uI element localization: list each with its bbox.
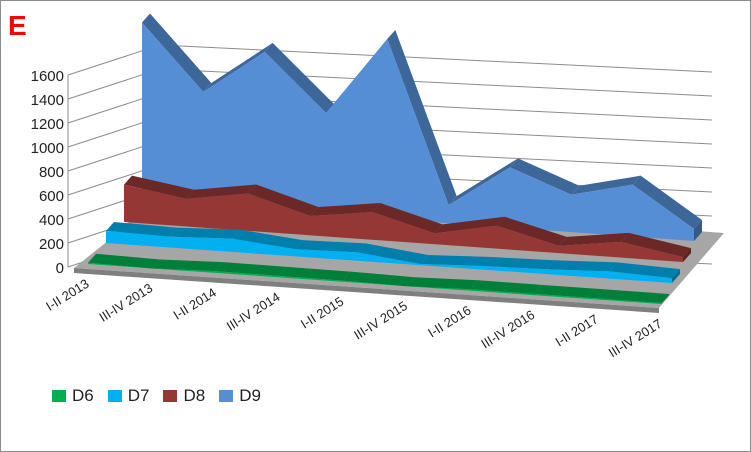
y-tick-label: 1400 [31,92,64,109]
series-d9-ridge [203,42,273,93]
series-d6-ridge [279,266,351,281]
series-d7-ridge [609,262,680,279]
x-tick-label: I-II 2016 [425,302,473,340]
series-d7-ridge [546,260,618,272]
series-d6-ridge [470,280,542,294]
series-d6-ridge [342,271,415,287]
legend-swatch [52,390,66,402]
legend-item-d7: D7 [107,386,150,406]
x-tick-label: III-IV 2016 [478,307,537,352]
series-d7-ridge [106,221,177,237]
legend-swatch [107,390,122,402]
y-tick-label: 600 [39,188,64,205]
y-tick-label: 800 [39,164,64,181]
series-d8-area [124,184,683,262]
panel-label: E [8,10,27,41]
series-d8-ridge [434,216,505,234]
series-d9-ridge [264,42,334,114]
legend-swatch [219,390,234,402]
series-d8-ridge [124,175,195,199]
gridline-back [159,44,713,73]
y-tick-label: 1200 [31,116,64,133]
y-tick-label: 400 [39,212,64,229]
legend-item-d6: D6 [52,386,94,406]
y-tick-label: 200 [39,236,64,253]
legend-item-d8: D8 [163,386,205,406]
y-tick-label: 1600 [31,68,64,85]
series-d7-ridge [294,240,366,253]
legend-swatch [163,390,178,402]
series-d7-ridge [231,229,303,250]
legend-label: D7 [127,386,150,405]
x-tick-label: III-IV 2017 [606,316,665,361]
series-d8-ridge [620,232,691,258]
series-d6-ridge [88,253,160,269]
series-d7-area [106,230,672,283]
series-d7-ridge [168,227,240,239]
x-tick-label: I-II 2015 [298,294,346,332]
series-d8-ridge [558,232,629,246]
series-d6-area [88,262,661,304]
legend-label: D9 [239,386,261,405]
legend: D6 D7 D8 D9 [52,386,275,406]
x-tick-label: III-IV 2015 [351,298,410,343]
series-d9-area [142,22,694,241]
series-d9-ridge [142,13,212,93]
x-tick-label: I-II 2014 [171,285,219,323]
series-d9-ridge [510,158,580,195]
series-d7-ridge [420,255,492,267]
series-d6-ridge [151,259,224,272]
series-d8-ridge [310,203,381,217]
series-d9-end [694,219,702,241]
x-tick-label: III-IV 2014 [224,289,283,334]
series-d8-ridge [248,184,319,217]
series-d6-ridge [597,289,669,304]
y-tick-label: 1000 [31,140,64,157]
series-d8-ridge [496,216,567,246]
series-d9-ridge [571,175,641,195]
series-d7-ridge [483,257,555,270]
series-d8-ridge [372,203,443,234]
series-d7-ridge [357,243,429,265]
series-d9-ridge [387,30,457,206]
series-d9-ridge [448,158,518,206]
x-tick-label: I-II 2013 [43,276,91,314]
series-d6-ridge [406,277,478,290]
legend-label: D6 [72,386,94,405]
series-d7-end [672,269,680,283]
series-d6-end [661,294,669,304]
y-tick-label: 0 [56,260,64,277]
series-d8-end [683,248,691,262]
series-d6-ridge [533,284,606,299]
chart-floor-edge [74,268,659,313]
series-d8-ridge [186,184,257,199]
legend-item-d9: D9 [219,386,261,406]
x-tick-label: I-II 2017 [553,311,601,349]
x-tick-label: III-IV 2013 [96,280,155,325]
series-d9-ridge [632,175,702,229]
series-d6-ridge [215,262,287,276]
legend-label: D8 [183,386,206,405]
